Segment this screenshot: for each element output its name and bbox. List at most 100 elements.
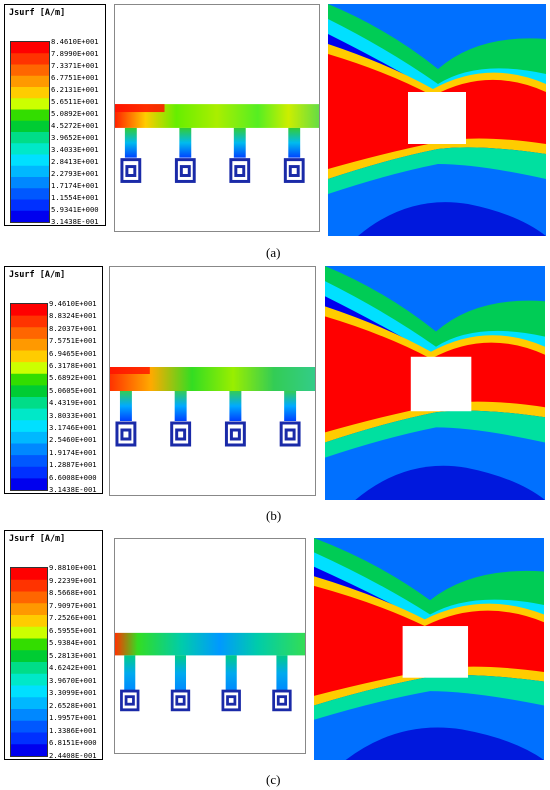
colorbar-swatch: [11, 350, 47, 363]
legend-tick: 7.8990E+001: [51, 49, 99, 58]
colorbar-swatch: [11, 697, 47, 710]
legend-tick: 4.5272E+001: [51, 121, 99, 130]
legend-tick: 5.0892E+001: [51, 109, 99, 118]
zoom-field-c: [314, 538, 544, 760]
legend-tick: 6.7751E+001: [51, 73, 99, 82]
zoom-current-plot-c: [314, 538, 544, 760]
legend-tick: 6.8151E+000: [49, 738, 97, 747]
stub: [229, 391, 242, 421]
stub: [288, 127, 301, 158]
legend-tick: 3.1438E-001: [51, 217, 99, 226]
caption-a: (a): [266, 245, 281, 260]
legend-tick: 1.3386E+001: [49, 725, 97, 735]
stub: [276, 655, 288, 692]
legend-tick: 6.6008E+000: [49, 472, 97, 482]
stub: [124, 655, 136, 692]
legend-tick: 8.4610E+001: [51, 37, 99, 46]
colorbar-swatch: [11, 650, 47, 663]
legend-tick: 1.9174E+001: [49, 447, 97, 457]
colorbar-swatch: [11, 98, 49, 110]
stub: [124, 127, 137, 158]
legend-tick: 5.2813E+001: [49, 650, 97, 660]
colorbar-swatch: [11, 315, 47, 328]
colorbar-swatch: [11, 662, 47, 675]
legend-tick: 7.3371E+001: [51, 61, 99, 70]
colorbar-swatch: [11, 744, 47, 756]
colorbar-swatch: [11, 199, 49, 212]
colorbar-swatch: [11, 568, 47, 581]
legend-tick: 3.1746E+001: [49, 423, 97, 432]
colorbar-swatch: [11, 385, 47, 398]
legend-c: Jsurf [A/m] 9.8810E+001 9.2239E+001 8.56…: [4, 530, 103, 760]
antenna-current-plot-a: [114, 4, 320, 232]
colorbar-swatch: [11, 143, 49, 155]
legend-tick: 3.8033E+001: [49, 410, 97, 420]
antenna-structure-a: [115, 104, 319, 183]
colorbar-swatch: [11, 53, 49, 65]
legend-tick: 5.9341E+000: [51, 205, 99, 214]
legend-tick: 6.9465E+001: [49, 348, 97, 358]
colorbar-swatch: [11, 210, 49, 222]
stub: [119, 391, 132, 421]
legend-tick: 2.6528E+001: [49, 700, 97, 710]
resonators: [115, 421, 301, 447]
colorbar-swatch: [11, 673, 47, 687]
zoom-field-a: [328, 4, 546, 236]
legend-colorbar-a: [10, 41, 50, 223]
legend-tick: 8.2037E+001: [49, 323, 97, 333]
stub: [225, 655, 237, 692]
legend-tick: 3.3099E+001: [49, 688, 97, 697]
legend-tick: 1.2887E+001: [49, 460, 97, 470]
colorbar-swatch: [11, 165, 49, 178]
colorbar-swatch: [11, 615, 47, 628]
colorbar-swatch: [11, 75, 49, 88]
colorbar-swatch: [11, 327, 47, 340]
legend-tick: 9.8810E+001: [49, 563, 97, 572]
stub: [233, 127, 246, 158]
colorbar-swatch: [11, 338, 47, 352]
legend-tick: 7.5751E+001: [49, 336, 97, 346]
resonators: [120, 689, 292, 712]
colorbar-swatch: [11, 42, 49, 54]
antenna-structure-c: [115, 632, 305, 712]
legend-a: Jsurf [A/m] 8.4610E+001 7.8990E+001 7.33…: [4, 4, 106, 226]
legend-tick: 4.6242E+001: [49, 663, 97, 672]
legend-title-b: Jsurf [A/m]: [9, 270, 66, 280]
colorbar-swatch: [11, 132, 49, 144]
colorbar-swatch: [11, 431, 47, 445]
colorbar-swatch: [11, 579, 47, 593]
zoom-field-b: [325, 266, 545, 500]
antenna-structure-b: [110, 367, 315, 447]
colorbar-swatch: [11, 177, 49, 189]
colorbar-swatch: [11, 720, 47, 734]
colorbar-swatch: [11, 120, 49, 133]
legend-tick: 9.2239E+001: [49, 575, 97, 585]
legend-tick: 5.6511E+001: [51, 97, 99, 106]
colorbar-swatch: [11, 154, 49, 167]
colorbar-swatch: [11, 603, 47, 616]
legend-tick: 5.9384E+001: [49, 638, 97, 647]
colorbar-swatch: [11, 420, 47, 433]
legend-tick: 3.1438E-001: [49, 485, 97, 494]
legend-tick: 2.8413E+001: [51, 157, 99, 166]
colorbar-swatch: [11, 87, 49, 99]
resonators: [120, 158, 305, 183]
legend-b: Jsurf [A/m] 9.4610E+001 8.8324E+001 8.20…: [4, 266, 103, 494]
legend-tick: 2.5460E+001: [49, 435, 97, 445]
legend-tick: 5.0605E+001: [49, 385, 97, 395]
slot: [410, 356, 472, 412]
legend-tick: 6.5955E+001: [49, 625, 97, 635]
antenna-current-plot-b: [109, 266, 316, 496]
colorbar-swatch: [11, 109, 49, 122]
feed-line: [115, 104, 319, 128]
legend-tick: 7.9097E+001: [49, 600, 97, 610]
colorbar-swatch: [11, 466, 47, 479]
legend-tick: 8.5668E+001: [49, 588, 97, 597]
legend-tick: 6.2131E+001: [51, 85, 99, 94]
caption-b: (b): [266, 508, 282, 523]
legend-colorbar-b: [10, 303, 48, 491]
colorbar-swatch: [11, 591, 47, 604]
legend-tick: 4.4319E+001: [49, 398, 97, 408]
legend-tick: 5.6892E+001: [49, 373, 97, 383]
colorbar-swatches: [11, 568, 47, 756]
